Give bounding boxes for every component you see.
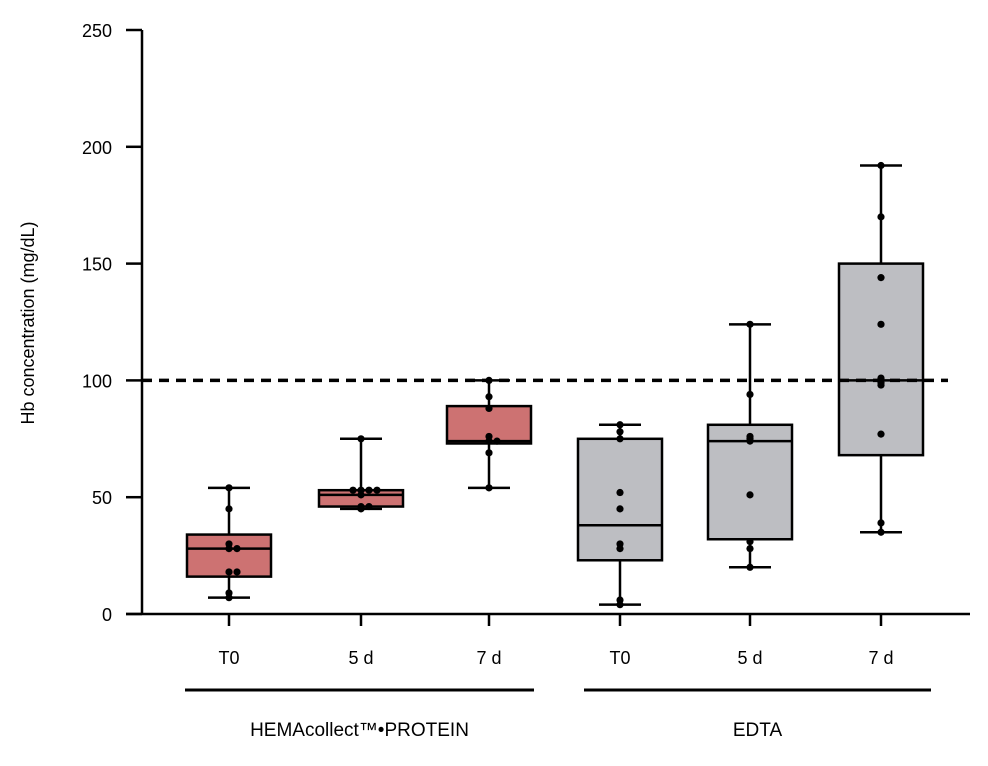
data-point xyxy=(225,568,233,576)
data-point xyxy=(616,488,624,497)
data-point xyxy=(746,537,754,546)
data-point xyxy=(225,540,233,548)
data-point xyxy=(357,486,365,494)
y-tick-label: 100 xyxy=(82,371,112,391)
x-tick-label: 7 d xyxy=(476,648,501,668)
data-point xyxy=(485,484,493,492)
y-axis: 0 50 100 150 200 250 xyxy=(82,21,144,625)
x-axis: T0 5 d 7 d T0 5 d 7 d xyxy=(126,612,970,668)
data-point xyxy=(877,528,885,536)
y-tick-label: 0 xyxy=(102,605,112,625)
data-point xyxy=(877,430,885,438)
iqr-box xyxy=(837,262,925,457)
data-point xyxy=(233,568,241,576)
data-point xyxy=(485,404,493,413)
data-point xyxy=(616,421,624,429)
data-point xyxy=(349,486,357,494)
box-edta-5d xyxy=(706,320,794,571)
data-point xyxy=(746,390,754,399)
data-point xyxy=(493,437,501,445)
data-point xyxy=(877,519,885,527)
x-tick-label: 5 d xyxy=(348,648,373,668)
y-tick-label: 200 xyxy=(82,138,112,158)
data-point xyxy=(746,432,754,441)
data-point xyxy=(485,432,493,441)
data-point xyxy=(233,544,241,553)
data-point xyxy=(365,502,373,511)
box-hemacollect-5d xyxy=(317,435,405,513)
data-point xyxy=(225,589,233,597)
data-point xyxy=(616,435,624,443)
data-point xyxy=(877,161,885,170)
iqr-box xyxy=(576,437,664,562)
data-point xyxy=(616,428,624,436)
data-point xyxy=(225,505,233,513)
y-tick-label: 150 xyxy=(82,255,112,275)
group-labels: HEMAcollect™•PROTEIN EDTA xyxy=(185,688,931,741)
data-point xyxy=(225,484,233,492)
x-tick-label: T0 xyxy=(609,648,630,668)
box-edta-7d xyxy=(837,161,925,536)
y-axis-title: Hb concentration (mg/dL) xyxy=(18,221,38,424)
data-point xyxy=(877,320,885,328)
data-point xyxy=(877,213,885,221)
box-edta-T0 xyxy=(576,421,664,609)
data-point xyxy=(616,540,624,548)
x-tick-label: T0 xyxy=(218,648,239,668)
box-hemacollect-7d xyxy=(445,376,533,492)
data-point xyxy=(485,393,493,401)
data-point xyxy=(746,491,754,499)
x-tick-label: 7 d xyxy=(868,648,893,668)
boxes xyxy=(185,161,925,609)
data-point xyxy=(746,320,754,328)
x-tick-label: 5 d xyxy=(737,648,762,668)
data-point xyxy=(373,486,381,494)
group-label: EDTA xyxy=(733,720,783,741)
y-tick-label: 250 xyxy=(82,21,112,41)
group-label: HEMAcollect™•PROTEIN xyxy=(250,720,469,741)
data-point xyxy=(357,435,365,443)
data-point xyxy=(746,544,754,553)
y-tick-label: 50 xyxy=(92,488,112,508)
box-hemacollect-T0 xyxy=(185,484,273,602)
data-point xyxy=(616,596,624,604)
data-point xyxy=(746,563,754,571)
data-point xyxy=(365,486,373,494)
data-point xyxy=(877,274,885,282)
data-point xyxy=(485,449,493,457)
data-point xyxy=(357,502,365,511)
data-point xyxy=(616,505,624,513)
